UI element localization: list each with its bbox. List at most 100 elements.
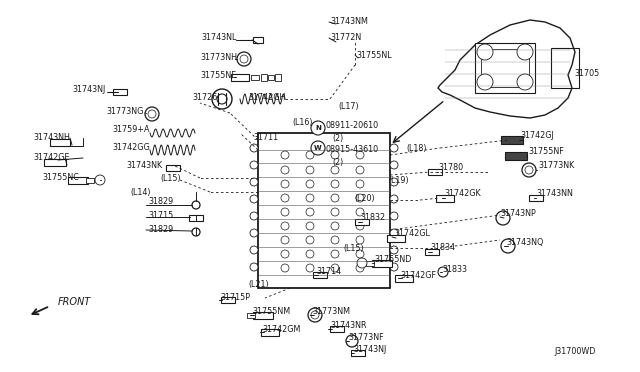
Bar bbox=[529, 195, 543, 201]
Bar bbox=[475, 43, 535, 93]
Circle shape bbox=[331, 194, 339, 202]
Bar bbox=[68, 176, 88, 183]
Bar bbox=[275, 74, 281, 80]
Circle shape bbox=[356, 180, 364, 188]
Circle shape bbox=[311, 141, 325, 155]
Circle shape bbox=[306, 236, 314, 244]
Text: (L19): (L19) bbox=[388, 176, 408, 185]
Circle shape bbox=[145, 107, 159, 121]
Text: 31705: 31705 bbox=[574, 70, 599, 78]
Text: (L21): (L21) bbox=[248, 279, 269, 289]
Circle shape bbox=[438, 267, 448, 277]
Text: 31715P: 31715P bbox=[220, 294, 250, 302]
Circle shape bbox=[281, 264, 289, 272]
Text: 31755NF: 31755NF bbox=[528, 148, 564, 157]
Circle shape bbox=[346, 335, 358, 347]
Circle shape bbox=[477, 44, 493, 60]
Circle shape bbox=[331, 250, 339, 258]
Circle shape bbox=[306, 250, 314, 258]
Text: 08911-20610: 08911-20610 bbox=[325, 122, 378, 131]
Bar bbox=[258, 133, 390, 288]
Circle shape bbox=[356, 208, 364, 216]
Circle shape bbox=[212, 89, 232, 109]
Circle shape bbox=[331, 236, 339, 244]
Bar bbox=[387, 234, 405, 241]
Text: 31773NG: 31773NG bbox=[106, 108, 143, 116]
Bar bbox=[261, 328, 279, 336]
Circle shape bbox=[250, 229, 258, 237]
Bar bbox=[247, 312, 255, 317]
Circle shape bbox=[501, 239, 515, 253]
Circle shape bbox=[331, 166, 339, 174]
Text: 31755NE: 31755NE bbox=[201, 71, 237, 80]
Text: N: N bbox=[315, 125, 321, 131]
Bar bbox=[221, 297, 235, 303]
Circle shape bbox=[250, 144, 258, 152]
Bar bbox=[253, 311, 273, 318]
Text: (L20): (L20) bbox=[354, 193, 374, 202]
Text: 31715: 31715 bbox=[148, 212, 173, 221]
Bar bbox=[366, 260, 374, 266]
Circle shape bbox=[281, 194, 289, 202]
Circle shape bbox=[390, 263, 398, 271]
Circle shape bbox=[281, 250, 289, 258]
Circle shape bbox=[217, 94, 227, 104]
Circle shape bbox=[306, 180, 314, 188]
Circle shape bbox=[281, 151, 289, 159]
Bar bbox=[113, 89, 127, 95]
Text: 31755ND: 31755ND bbox=[374, 256, 412, 264]
Circle shape bbox=[356, 236, 364, 244]
Circle shape bbox=[390, 229, 398, 237]
Text: 31833: 31833 bbox=[442, 266, 467, 275]
Text: 31743NQ: 31743NQ bbox=[506, 237, 543, 247]
Circle shape bbox=[148, 110, 156, 118]
Text: 08915-43610: 08915-43610 bbox=[325, 145, 378, 154]
Circle shape bbox=[356, 222, 364, 230]
Circle shape bbox=[306, 264, 314, 272]
Bar bbox=[425, 249, 439, 255]
Text: 31773NK: 31773NK bbox=[538, 161, 574, 170]
Text: 31743NR: 31743NR bbox=[330, 321, 367, 330]
Text: 31711: 31711 bbox=[253, 134, 278, 142]
Circle shape bbox=[192, 228, 200, 236]
Text: 31755NL: 31755NL bbox=[356, 51, 392, 60]
Text: 31743NM: 31743NM bbox=[330, 17, 368, 26]
Text: 31742GJ: 31742GJ bbox=[520, 131, 554, 141]
Text: 31755NM: 31755NM bbox=[252, 308, 290, 317]
Text: J31700WD: J31700WD bbox=[554, 347, 595, 356]
Circle shape bbox=[390, 246, 398, 254]
Text: 31743NN: 31743NN bbox=[536, 189, 573, 199]
Bar bbox=[481, 49, 529, 87]
Bar bbox=[189, 215, 203, 221]
Circle shape bbox=[356, 166, 364, 174]
Circle shape bbox=[250, 178, 258, 186]
Bar bbox=[268, 74, 274, 80]
Circle shape bbox=[250, 161, 258, 169]
Text: 31755NC: 31755NC bbox=[42, 173, 79, 183]
Circle shape bbox=[281, 166, 289, 174]
Circle shape bbox=[250, 212, 258, 220]
Text: 31780: 31780 bbox=[438, 164, 463, 173]
Text: 31829: 31829 bbox=[148, 198, 173, 206]
Circle shape bbox=[311, 311, 319, 319]
Bar bbox=[50, 138, 70, 145]
Circle shape bbox=[517, 44, 533, 60]
Bar bbox=[253, 37, 263, 43]
Circle shape bbox=[390, 212, 398, 220]
Text: (L17): (L17) bbox=[338, 102, 358, 110]
Text: (L16): (L16) bbox=[292, 119, 312, 128]
Circle shape bbox=[390, 195, 398, 203]
Bar bbox=[251, 74, 259, 80]
Text: 31773NM: 31773NM bbox=[312, 308, 350, 317]
Text: 31829: 31829 bbox=[148, 225, 173, 234]
Circle shape bbox=[250, 246, 258, 254]
Text: (L15): (L15) bbox=[343, 244, 364, 253]
Bar bbox=[355, 219, 369, 225]
Bar bbox=[551, 48, 579, 88]
Circle shape bbox=[331, 180, 339, 188]
Text: 31742GE: 31742GE bbox=[33, 154, 70, 163]
Text: 31726: 31726 bbox=[193, 93, 218, 102]
Circle shape bbox=[390, 144, 398, 152]
Bar bbox=[372, 260, 392, 266]
Text: 31742GK: 31742GK bbox=[444, 189, 481, 199]
